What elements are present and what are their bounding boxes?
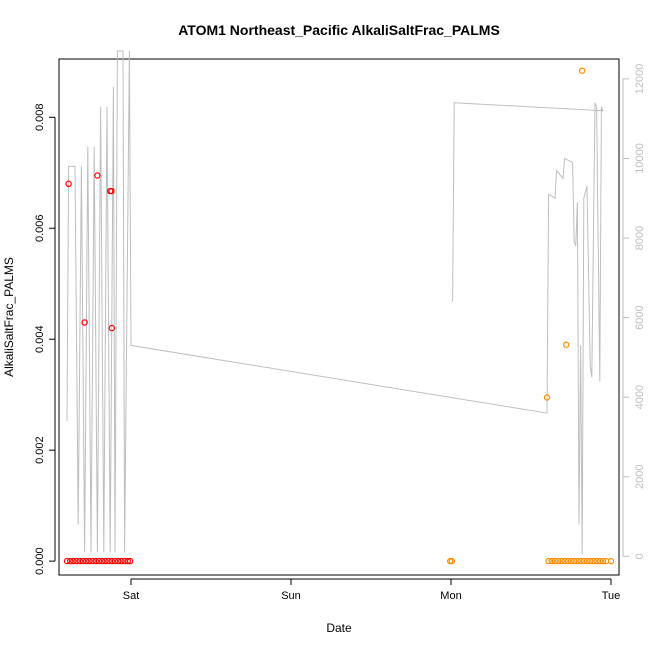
chart-title: ATOM1 Northeast_Pacific AlkaliSaltFrac_P… <box>178 22 500 38</box>
data-point <box>114 557 122 565</box>
altitude-line <box>66 50 604 555</box>
data-point <box>81 319 88 326</box>
y-axis-label: AlkaliSaltFrac_PALMS <box>2 257 16 377</box>
x-axis-label: Date <box>326 621 352 635</box>
data-point <box>561 557 568 565</box>
x-tick-label: Sun <box>281 590 301 602</box>
data-point <box>577 557 584 565</box>
data-point <box>607 557 615 565</box>
data-point <box>571 557 578 565</box>
data-point <box>543 394 551 401</box>
data-point <box>555 557 562 565</box>
data-point <box>98 557 106 565</box>
data-point <box>92 557 100 565</box>
y2-tick-label: 6000 <box>634 305 646 329</box>
y2-tick-label: 4000 <box>634 385 646 409</box>
data-point <box>596 557 604 565</box>
data-point <box>551 557 559 565</box>
data-point <box>587 557 594 565</box>
data-point <box>545 557 552 565</box>
data-point <box>108 324 116 332</box>
y2-tick-label: 12000 <box>634 64 646 95</box>
x-tick-label: Sat <box>123 590 140 602</box>
data-point <box>563 341 570 348</box>
x-tick-label: Mon <box>440 590 461 602</box>
data-point <box>574 557 581 565</box>
data-point <box>66 557 74 565</box>
data-point <box>126 557 134 565</box>
data-point <box>567 557 575 565</box>
data-point <box>548 557 556 565</box>
data-point <box>558 557 565 565</box>
data-point <box>73 557 80 565</box>
data-point <box>89 557 96 565</box>
data-point <box>564 557 572 565</box>
data-point <box>593 557 600 565</box>
data-point <box>583 557 591 565</box>
data-point <box>105 557 112 565</box>
data-point <box>82 557 90 565</box>
data-point <box>79 557 87 565</box>
y2-tick-label: 2000 <box>634 464 646 488</box>
data-point <box>94 172 101 179</box>
y-tick-label: 0.000 <box>34 547 46 575</box>
y-tick-label: 0.006 <box>34 214 46 242</box>
y-tick-label: 0.008 <box>34 103 46 131</box>
axes-layer: Sat Sun Mon Tue 0.000 0.002 0.004 0.006 0.008 0 20… <box>34 64 646 602</box>
data-point <box>118 557 125 565</box>
y2-tick-label: 0 <box>634 553 646 559</box>
data-point <box>63 557 71 565</box>
y2-tick-label: 8000 <box>634 226 646 250</box>
data-point <box>124 557 132 565</box>
data-point <box>86 557 93 565</box>
data-point <box>108 187 115 195</box>
data-point <box>95 557 103 565</box>
data-point <box>76 557 84 565</box>
data-point <box>111 557 119 565</box>
data-point <box>102 557 109 565</box>
data-point <box>590 557 597 565</box>
data-point <box>108 557 116 565</box>
data-point <box>448 557 455 565</box>
points-layer <box>63 67 615 565</box>
data-point <box>65 180 72 187</box>
x-tick-label: Tue <box>602 590 621 602</box>
plot-frame <box>58 58 620 576</box>
data-point <box>580 557 588 565</box>
data-point <box>70 557 77 565</box>
y-tick-label: 0.004 <box>34 325 46 353</box>
y2-tick-label: 10000 <box>634 143 646 174</box>
data-point <box>579 67 586 74</box>
altitude-line-layer <box>66 50 604 555</box>
data-point <box>599 557 607 565</box>
y-tick-label: 0.002 <box>34 436 46 464</box>
